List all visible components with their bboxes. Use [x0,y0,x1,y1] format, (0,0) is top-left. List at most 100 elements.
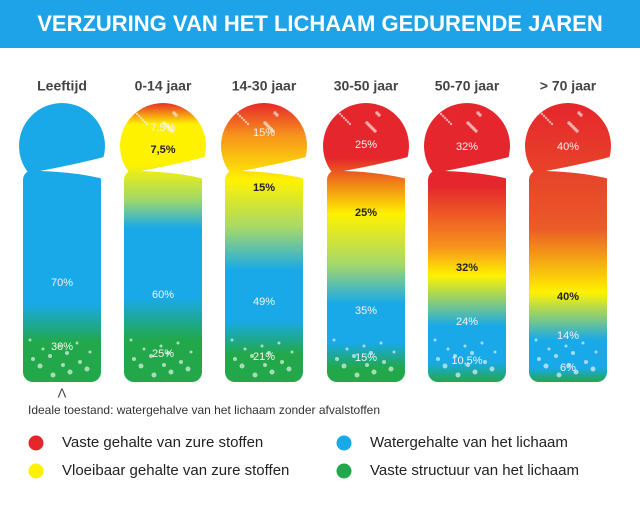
bubble [478,113,482,117]
bubble [84,366,90,372]
bubble [28,338,32,342]
bubble [269,369,275,375]
bubble [554,354,558,358]
bubble [238,114,242,118]
bubble [594,350,598,354]
bubble [443,116,447,120]
bubble [142,347,146,351]
bubble [493,350,497,354]
bubble [344,118,348,122]
bubble [433,338,437,342]
percentage-label: 15% [253,182,275,194]
bubble [141,118,145,122]
bubble [342,116,346,120]
bubble [250,354,254,358]
bubble [544,116,548,120]
mouth [242,156,310,180]
body [428,170,506,382]
title: VERZURING VAN HET LICHAAM GEDURENDE JARE… [37,11,603,36]
column-header: Leeftijd [37,78,87,94]
bubble [168,369,174,375]
percentage-label: 24% [456,316,478,328]
bubble [129,338,133,342]
bubble [388,366,394,372]
column-header: 30-50 jaar [334,78,399,94]
bubble [436,357,440,361]
silhouette [221,103,310,382]
bubble [149,354,153,358]
bubble [567,363,571,367]
bubble [260,344,264,348]
bubble [133,110,137,114]
bubble [244,120,248,124]
bubble [537,357,541,361]
bubble [234,110,238,114]
legend-swatch [28,463,44,479]
bubble [162,363,166,367]
silhouette [19,103,108,382]
bubble [362,344,366,348]
bubble [538,110,542,114]
bubble [470,351,474,355]
percentage-label: 49% [253,296,275,308]
silhouette [424,103,513,382]
bubble [442,363,448,369]
body [225,170,303,382]
bubble [371,369,377,375]
bubble [369,351,373,355]
bubble [67,369,73,375]
bubble [138,363,144,369]
bubble [137,114,141,118]
legend-label: Vaste structuur van het lichaam [370,462,579,479]
bubble [447,120,451,124]
bubble [480,341,484,345]
bubble [581,341,585,345]
bubble [377,113,381,117]
bubble [48,354,52,358]
bubble [61,363,65,367]
bubble [489,366,495,372]
bubble [556,372,562,378]
bubble [58,344,62,348]
percentage-label: 15% [355,352,377,364]
bubble [547,347,551,351]
percentage-label: 40% [557,141,579,153]
bubble [267,351,271,355]
bubble [143,120,147,124]
percentage-label: 30% [51,341,73,353]
mouth [141,156,209,180]
bubble [135,112,139,116]
bubble [271,129,275,133]
bubble [336,110,340,114]
body [124,170,202,382]
bubble [166,351,170,355]
bubble [243,347,247,351]
bubble [584,360,588,364]
bubble [252,372,258,378]
bubble [439,112,443,116]
bubble [352,354,356,358]
bubble [346,120,350,124]
bubble [474,129,478,133]
bubble [590,366,596,372]
bubble [348,122,352,126]
column-header: 0-14 jaar [135,78,192,94]
bubble [573,369,579,375]
bubble [189,350,193,354]
percentage-label: 32% [456,141,478,153]
bubble [437,110,441,114]
percentage-label: 15% [253,127,275,139]
bubble [571,351,575,355]
body [529,170,607,382]
bubble [242,118,246,122]
bubble [239,363,245,369]
legend-label: Vaste gehalte van zure stoffen [62,434,263,451]
mouth [344,156,412,180]
body [327,170,405,382]
bubble [453,354,457,358]
percentage-label: 35% [355,305,377,317]
bubble [37,363,43,369]
percentage-label: 14% [557,330,579,342]
mouth [445,156,513,180]
bubble [88,350,92,354]
